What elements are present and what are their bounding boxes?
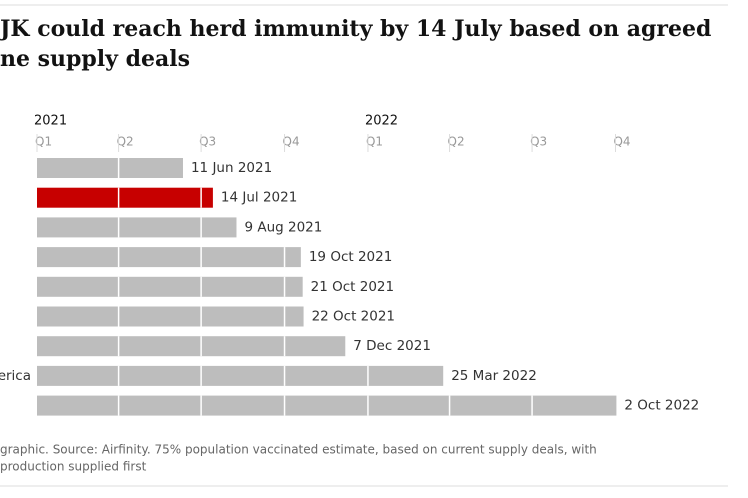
x-tick-label: Q2 bbox=[448, 135, 465, 149]
value-label: 14 Jul 2021 bbox=[221, 190, 297, 206]
x-tick-label: Q1 bbox=[366, 135, 383, 149]
footnote: graphic. Source: Airfinity. 75% populati… bbox=[0, 443, 597, 457]
x-tick-label: Q1 bbox=[35, 135, 52, 149]
bar bbox=[37, 276, 303, 297]
value-label: 19 Oct 2021 bbox=[309, 249, 392, 265]
bar bbox=[37, 217, 237, 238]
x-tick-label: Q4 bbox=[283, 135, 300, 149]
value-label: 7 Dec 2021 bbox=[353, 338, 431, 354]
bar bbox=[37, 247, 301, 268]
chart-title: JK could reach herd immunity by 14 July … bbox=[0, 16, 711, 42]
value-label: 22 Oct 2021 bbox=[312, 309, 395, 325]
x-tick-label: Q2 bbox=[117, 135, 134, 149]
value-label: 2 Oct 2022 bbox=[624, 398, 699, 414]
bar bbox=[37, 365, 444, 386]
x-tick-label: Q3 bbox=[530, 135, 547, 149]
year-label: 2021 bbox=[34, 114, 67, 129]
value-label: 9 Aug 2021 bbox=[244, 219, 322, 235]
chart-title: ne supply deals bbox=[0, 46, 190, 72]
value-label: 11 Jun 2021 bbox=[191, 160, 272, 176]
x-tick-label: Q4 bbox=[613, 135, 630, 149]
bar bbox=[37, 336, 346, 357]
value-label: 21 Oct 2021 bbox=[311, 279, 394, 295]
category-label: erica bbox=[0, 368, 31, 384]
bar bbox=[37, 187, 213, 208]
bar bbox=[37, 306, 304, 327]
footnote: production supplied first bbox=[0, 460, 147, 474]
x-tick-label: Q3 bbox=[199, 135, 216, 149]
year-label: 2022 bbox=[365, 114, 398, 129]
bar bbox=[37, 395, 617, 416]
value-label: 25 Mar 2022 bbox=[451, 368, 537, 384]
bar bbox=[37, 158, 183, 178]
